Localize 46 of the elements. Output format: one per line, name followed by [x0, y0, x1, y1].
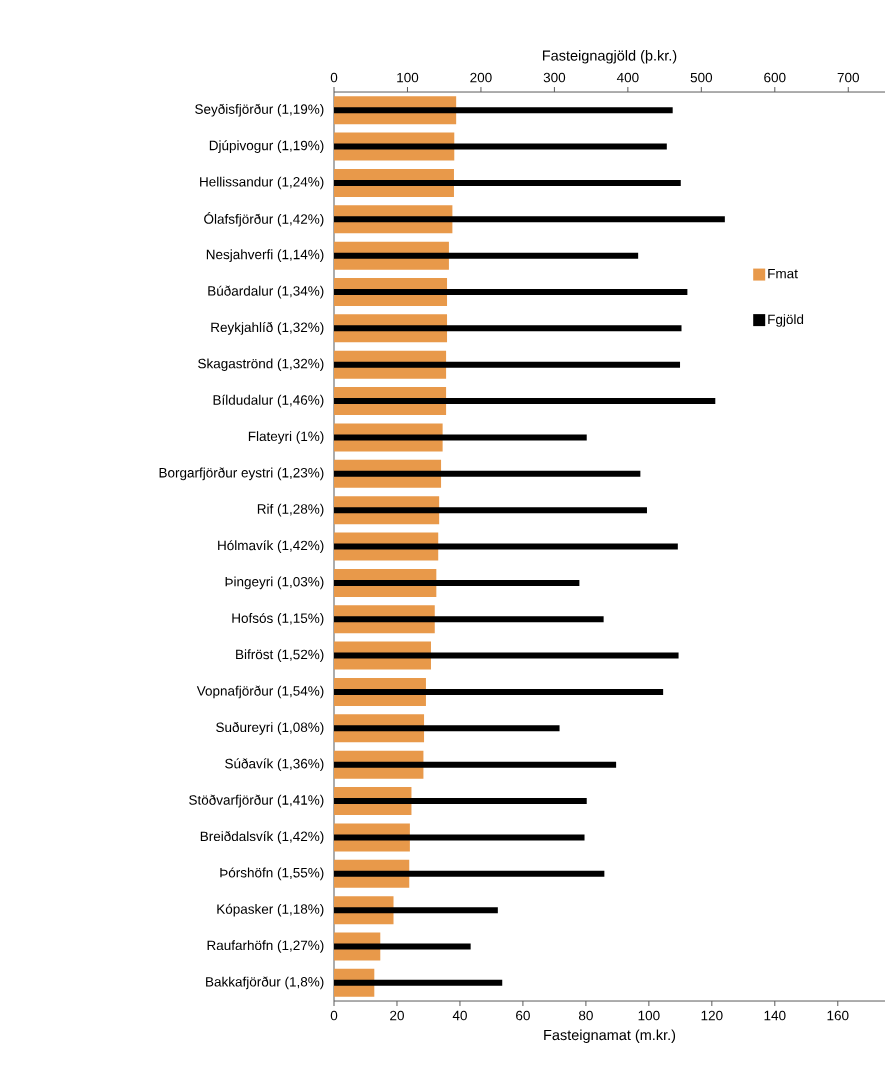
x-tick-label: 60	[516, 1010, 530, 1021]
x-axis-title: Fasteignamat (m.kr.)	[544, 1029, 676, 1043]
y-tick-label: Hellissandur (1,24%)	[200, 176, 324, 190]
y-tick-label: Búðardalur (1,34%)	[208, 285, 324, 299]
x-tick-label: 80	[578, 1010, 593, 1021]
y-tick-label: Hólmavík (1,42%)	[218, 540, 324, 553]
y-tick-label: Vopnafjörður (1,54%)	[196, 685, 324, 699]
y-tick-label: Bifröst (1,52%)	[236, 649, 324, 662]
x2-tick-label: 500	[690, 72, 713, 83]
x-tick-label: 160	[827, 1010, 849, 1021]
x-tick-label: 40	[452, 1010, 467, 1021]
y-tick-label: Djúpivogur (1,19%)	[209, 140, 324, 153]
x2-tick-label: 600	[764, 72, 786, 83]
y-tick-label: Skagaströnd (1,32%)	[198, 358, 324, 371]
y-tick-label: Stöðvarfjörður (1,41%)	[189, 794, 324, 808]
y-tick-label: Flateyri (1%)	[248, 431, 324, 444]
y-tick-label: Kópasker (1,18%)	[217, 903, 324, 917]
y-tick-label: Nesjahverfi (1,14%)	[206, 249, 324, 262]
y-tick-label: Breiðdalsvík (1,42%)	[200, 831, 324, 844]
x2-axis-title: Fasteignagjöld (þ.kr.)	[542, 50, 677, 64]
x2-tick-label: 700	[837, 72, 860, 83]
x-tick-label: 100	[638, 1010, 660, 1021]
y-tick-label: Súðavík (1,36%)	[225, 758, 324, 772]
y-tick-label: Bakkafjörður (1,8%)	[206, 976, 324, 990]
x2-tick-label: 0	[330, 72, 338, 83]
y-tick-label: Þingeyri (1,03%)	[225, 576, 324, 590]
x-tick-label: 20	[390, 1010, 404, 1021]
x-tick-label: 0	[330, 1010, 338, 1021]
x2-tick-label: 100	[397, 72, 419, 83]
x2-tick-label: 400	[616, 72, 639, 83]
y-tick-label: Ólafsfjörður (1,42%)	[204, 212, 324, 227]
y-tick-label: Þórshöfn (1,55%)	[220, 867, 324, 881]
y-tick-label: Suðureyri (1,08%)	[216, 721, 324, 735]
y-tick-label: Bíldudalur (1,46%)	[213, 394, 324, 408]
x-tick-label: 140	[764, 1010, 786, 1021]
legend-label: Fmat	[768, 268, 798, 279]
x2-tick-label: 200	[470, 72, 492, 83]
y-tick-label: Rif (1,28%)	[257, 503, 324, 517]
x-tick-label: 120	[701, 1010, 723, 1021]
legend-label: Fgjöld	[768, 314, 804, 327]
x2-tick-label: 300	[543, 72, 566, 83]
y-tick-label: Raufarhöfn (1,27%)	[207, 940, 324, 953]
y-tick-label: Borgarfjörður eystri (1,23%)	[159, 467, 324, 481]
y-tick-label: Hofsós (1,15%)	[232, 612, 324, 626]
y-tick-label: Reykjahlíð (1,32%)	[211, 321, 324, 335]
y-tick-label: Seyðisfjörður (1,19%)	[195, 103, 324, 117]
